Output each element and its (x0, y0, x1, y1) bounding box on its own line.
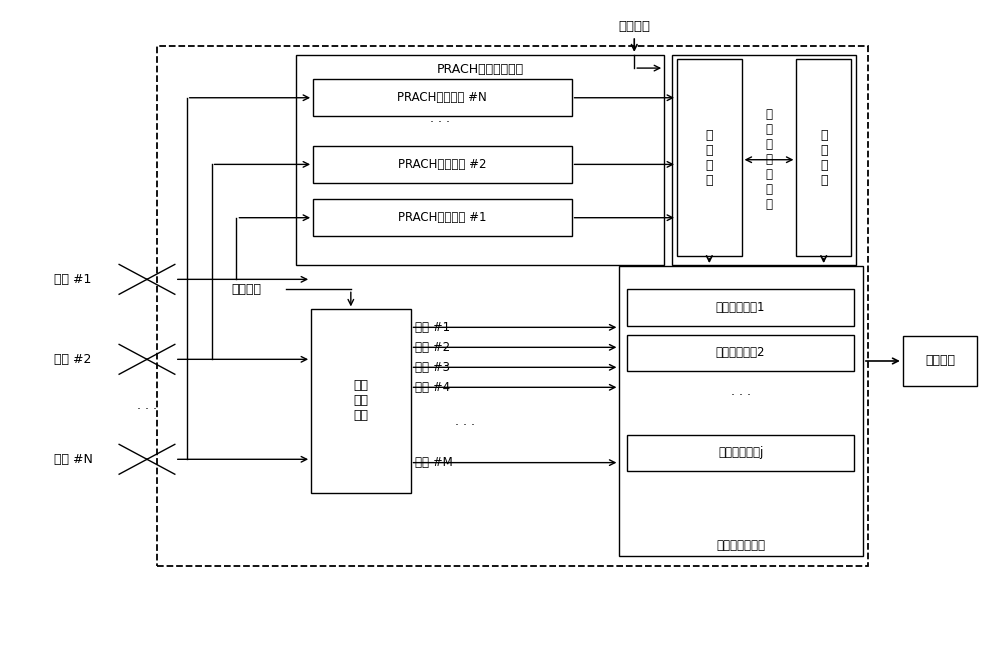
Text: 信道 #2: 信道 #2 (415, 341, 451, 354)
Text: 波束 #N: 波束 #N (54, 453, 93, 466)
Bar (796, 59, 851, 256)
Bar (311, 309, 411, 493)
Text: · · ·: · · · (455, 419, 475, 433)
Text: 解扩解调单元1: 解扩解调单元1 (716, 301, 765, 314)
Text: 波束 #1: 波束 #1 (54, 273, 92, 286)
Bar (627, 335, 854, 372)
Text: PRACH前导捕获 #2: PRACH前导捕获 #2 (398, 158, 487, 171)
Bar (313, 79, 572, 116)
Text: 基带处理: 基带处理 (925, 355, 955, 368)
Text: PRACH前导捕获 #N: PRACH前导捕获 #N (397, 91, 487, 104)
Bar (313, 146, 572, 183)
Text: · · ·: · · · (731, 390, 751, 403)
Text: 时
间
和
控
制
单
元: 时 间 和 控 制 单 元 (765, 108, 772, 211)
Text: 信道 #M: 信道 #M (415, 456, 453, 469)
Text: · · ·: · · · (430, 116, 450, 129)
Bar (903, 336, 977, 386)
Text: 控
制
单
元: 控 制 单 元 (706, 129, 713, 187)
Bar (313, 200, 572, 236)
Text: PRACH前导捕获单元: PRACH前导捕获单元 (437, 63, 524, 76)
Text: 解扩解调资源池: 解扩解调资源池 (717, 540, 766, 552)
Bar (627, 290, 854, 326)
Bar (157, 46, 868, 566)
Text: 解扩解调单元2: 解扩解调单元2 (716, 347, 765, 360)
Text: 系统指令: 系统指令 (618, 19, 650, 33)
Text: 信道
选择
单元: 信道 选择 单元 (353, 380, 368, 423)
Text: PRACH前导捕获 #1: PRACH前导捕获 #1 (398, 211, 487, 224)
Text: 定
时
模
块: 定 时 模 块 (820, 129, 827, 187)
Text: 控制信息: 控制信息 (231, 283, 261, 296)
Text: 信道 #3: 信道 #3 (415, 361, 450, 374)
Text: 解扩解调单元j: 解扩解调单元j (718, 446, 763, 460)
Bar (619, 266, 863, 556)
Text: · · ·: · · · (137, 403, 157, 416)
Bar (672, 54, 856, 265)
Bar (296, 54, 664, 265)
Text: 信道 #1: 信道 #1 (415, 321, 451, 334)
Bar (677, 59, 742, 256)
Bar (627, 435, 854, 471)
Text: 波束 #2: 波束 #2 (54, 353, 92, 366)
Text: 信道 #4: 信道 #4 (415, 381, 451, 394)
